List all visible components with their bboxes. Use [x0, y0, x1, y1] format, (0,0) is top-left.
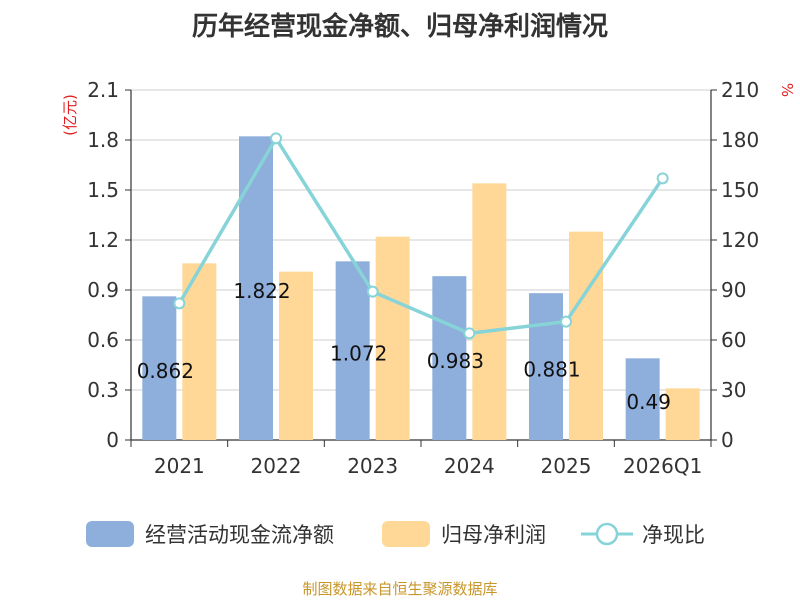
ratio-point: [270, 132, 282, 145]
right-axis-tick-label: 120: [721, 228, 759, 252]
ratio-point: [560, 315, 572, 328]
source-note: 制图数据来自恒生聚源数据库: [302, 580, 498, 598]
cashflow-data-label: 0.983: [427, 349, 484, 373]
x-axis-category-label: 2025: [541, 454, 592, 478]
left-axis-tick-label: 2.1: [87, 78, 119, 102]
ratio-point: [656, 172, 669, 185]
grid-lines: [131, 89, 711, 391]
right-axis-tick-label: 150: [721, 178, 759, 202]
cashflow-data-label: 0.49: [626, 390, 671, 414]
legend-swatch-cashflow: [86, 521, 134, 547]
ratio-point: [463, 327, 476, 340]
x-axis-category-label: 2026Q1: [623, 454, 702, 478]
right-axis-tick-label: 90: [721, 278, 746, 302]
left-axis-tick-label: 0.6: [87, 328, 119, 352]
cashflow-data-label: 1.072: [330, 342, 387, 366]
right-axis-unit-label: %: [778, 83, 796, 97]
cashflow-bar: [432, 276, 467, 440]
left-axis-unit-label: (亿元): [61, 94, 79, 136]
legend-label-ratio: 净现比: [642, 523, 705, 547]
chart-title: 历年经营现金净额、归母净利润情况: [191, 12, 608, 42]
left-axis-tick-label: 0.9: [87, 278, 119, 302]
ratio-point: [173, 297, 186, 310]
x-axis-category-label: 2021: [154, 454, 205, 478]
data-labels: 0.862 1.822 1.072 0.983 0.881 0.49: [137, 279, 671, 414]
right-axis-tick-label: 30: [721, 378, 746, 402]
bars: [142, 136, 700, 441]
net-profit-bar: [182, 263, 217, 440]
ratio-polyline: [177, 136, 665, 336]
legend-label-cashflow: 经营活动现金流净额: [145, 523, 334, 547]
left-axis-tick-label: 1.8: [87, 128, 119, 152]
cashflow-data-label: 1.822: [233, 279, 290, 303]
right-axis-tick-label: 0: [721, 428, 734, 452]
legend: 经营活动现金流净额 归母净利润 净现比: [86, 521, 705, 547]
right-axis-tick-label: 60: [721, 328, 746, 352]
ratio-point: [366, 285, 379, 298]
net-profit-bar: [472, 183, 507, 441]
cashflow-data-label: 0.881: [523, 358, 580, 382]
legend-label-net-profit: 归母净利润: [441, 523, 546, 547]
right-axis-tick-label: 180: [721, 128, 759, 152]
cashflow-data-label: 0.862: [137, 359, 194, 383]
x-axis-category-label: 2023: [347, 454, 398, 478]
net-profit-bar: [279, 271, 313, 440]
cashflow-bar: [335, 261, 370, 440]
left-axis-tick-label: 1.5: [87, 178, 119, 202]
cashflow-bar: [625, 358, 660, 440]
net-profit-bar: [375, 236, 410, 440]
net-profit-bar: [569, 231, 603, 440]
right-axis-tick-label: 210: [721, 78, 759, 102]
cashflow-bar: [529, 293, 563, 440]
cashflow-bar: [142, 296, 177, 440]
left-axis-tick-label: 0.3: [87, 378, 119, 402]
cashflow-bar: [239, 136, 273, 441]
axes: 0 0.3 0.6 0.9 1.2 1.5 1.8 2.1 0 30 60 90 120 150 180 21…: [61, 78, 796, 478]
ratio-line: [173, 132, 669, 340]
x-axis-category-label: 2024: [444, 454, 495, 478]
left-axis-tick-label: 1.2: [87, 228, 119, 252]
net-profit-bar: [665, 388, 700, 440]
x-axis-category-label: 2022: [251, 454, 302, 478]
legend-marker-ratio: [595, 522, 619, 546]
legend-swatch-net-profit: [382, 521, 430, 547]
left-axis-tick-label: 0: [106, 428, 119, 452]
